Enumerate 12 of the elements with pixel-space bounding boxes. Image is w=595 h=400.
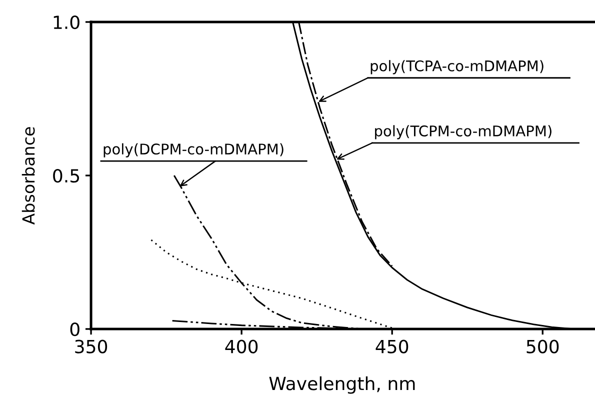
annotation: poly(TCPM-co-mDMAPM) — [375, 125, 552, 140]
x-tick-label: 350 — [75, 340, 108, 354]
y-axis-title: Absorbance — [22, 127, 35, 225]
x-axis-title: Wavelength, nm — [269, 376, 415, 394]
x-tick-label: 400 — [225, 340, 258, 354]
x-tick-label: 450 — [376, 340, 408, 354]
annotation: poly(DCPM-co-mDMAPM) — [104, 143, 284, 158]
y-tick-label: 0 — [70, 322, 80, 336]
y-tick-label: 1.0 — [54, 15, 80, 30]
annotation: poly(TCPA-co-mDMAPM) — [370, 60, 544, 74]
x-tick-label: 500 — [526, 340, 559, 354]
y-tick-label: 0.5 — [53, 168, 80, 183]
